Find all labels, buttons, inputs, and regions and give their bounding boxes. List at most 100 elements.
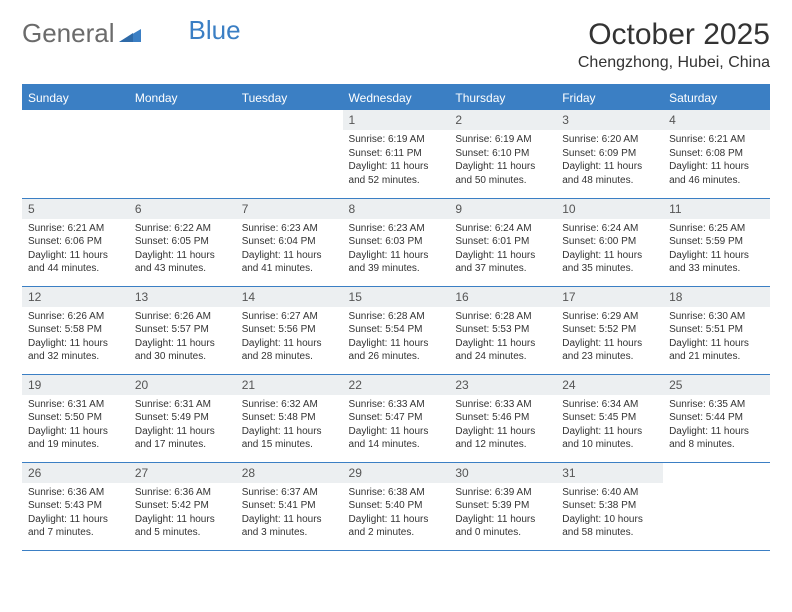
daylight-text: Daylight: 11 hours and 43 minutes.	[135, 249, 230, 276]
sunrise-text: Sunrise: 6:23 AM	[242, 222, 337, 236]
sunset-text: Sunset: 6:00 PM	[562, 235, 657, 249]
daylight-text: Daylight: 11 hours and 37 minutes.	[455, 249, 550, 276]
sunrise-text: Sunrise: 6:26 AM	[135, 310, 230, 324]
sunset-text: Sunset: 5:39 PM	[455, 499, 550, 513]
daylight-text: Daylight: 11 hours and 35 minutes.	[562, 249, 657, 276]
sunrise-text: Sunrise: 6:19 AM	[349, 133, 444, 147]
day-number: 25	[663, 375, 770, 395]
day-number: 3	[556, 110, 663, 130]
sunrise-text: Sunrise: 6:36 AM	[28, 486, 123, 500]
calendar-cell: 25Sunrise: 6:35 AMSunset: 5:44 PMDayligh…	[663, 374, 770, 462]
day-details: Sunrise: 6:23 AMSunset: 6:04 PMDaylight:…	[236, 219, 343, 281]
sunrise-text: Sunrise: 6:23 AM	[349, 222, 444, 236]
sunset-text: Sunset: 5:54 PM	[349, 323, 444, 337]
daylight-text: Daylight: 11 hours and 46 minutes.	[669, 160, 764, 187]
daylight-text: Daylight: 11 hours and 7 minutes.	[28, 513, 123, 540]
calendar-cell: 12Sunrise: 6:26 AMSunset: 5:58 PMDayligh…	[22, 286, 129, 374]
sunrise-text: Sunrise: 6:26 AM	[28, 310, 123, 324]
calendar-cell: 11Sunrise: 6:25 AMSunset: 5:59 PMDayligh…	[663, 198, 770, 286]
calendar-cell: 29Sunrise: 6:38 AMSunset: 5:40 PMDayligh…	[343, 462, 450, 550]
day-number: 21	[236, 375, 343, 395]
day-number: 12	[22, 287, 129, 307]
day-number: 2	[449, 110, 556, 130]
day-details: Sunrise: 6:32 AMSunset: 5:48 PMDaylight:…	[236, 395, 343, 457]
day-details: Sunrise: 6:38 AMSunset: 5:40 PMDaylight:…	[343, 483, 450, 545]
sunrise-text: Sunrise: 6:33 AM	[349, 398, 444, 412]
day-details: Sunrise: 6:25 AMSunset: 5:59 PMDaylight:…	[663, 219, 770, 281]
sunset-text: Sunset: 5:44 PM	[669, 411, 764, 425]
sunset-text: Sunset: 5:45 PM	[562, 411, 657, 425]
sunrise-text: Sunrise: 6:28 AM	[455, 310, 550, 324]
sunset-text: Sunset: 5:57 PM	[135, 323, 230, 337]
sunset-text: Sunset: 6:09 PM	[562, 147, 657, 161]
calendar-row: 19Sunrise: 6:31 AMSunset: 5:50 PMDayligh…	[22, 374, 770, 462]
day-number: 15	[343, 287, 450, 307]
sunrise-text: Sunrise: 6:21 AM	[669, 133, 764, 147]
daylight-text: Daylight: 11 hours and 30 minutes.	[135, 337, 230, 364]
sunrise-text: Sunrise: 6:27 AM	[242, 310, 337, 324]
sunset-text: Sunset: 5:42 PM	[135, 499, 230, 513]
day-header: Wednesday	[343, 85, 450, 110]
day-details: Sunrise: 6:31 AMSunset: 5:50 PMDaylight:…	[22, 395, 129, 457]
day-details: Sunrise: 6:30 AMSunset: 5:51 PMDaylight:…	[663, 307, 770, 369]
calendar-cell: 3Sunrise: 6:20 AMSunset: 6:09 PMDaylight…	[556, 110, 663, 198]
sunrise-text: Sunrise: 6:24 AM	[562, 222, 657, 236]
sunset-text: Sunset: 5:41 PM	[242, 499, 337, 513]
calendar-cell	[22, 110, 129, 198]
day-details: Sunrise: 6:19 AMSunset: 6:10 PMDaylight:…	[449, 130, 556, 192]
sunset-text: Sunset: 5:56 PM	[242, 323, 337, 337]
sunset-text: Sunset: 5:50 PM	[28, 411, 123, 425]
sunrise-text: Sunrise: 6:35 AM	[669, 398, 764, 412]
daylight-text: Daylight: 11 hours and 2 minutes.	[349, 513, 444, 540]
daylight-text: Daylight: 11 hours and 8 minutes.	[669, 425, 764, 452]
day-number: 18	[663, 287, 770, 307]
day-details: Sunrise: 6:21 AMSunset: 6:08 PMDaylight:…	[663, 130, 770, 192]
calendar-cell	[236, 110, 343, 198]
day-header: Thursday	[449, 85, 556, 110]
sunset-text: Sunset: 6:06 PM	[28, 235, 123, 249]
day-number: 23	[449, 375, 556, 395]
day-details: Sunrise: 6:29 AMSunset: 5:52 PMDaylight:…	[556, 307, 663, 369]
sunrise-text: Sunrise: 6:33 AM	[455, 398, 550, 412]
day-number: 4	[663, 110, 770, 130]
day-number: 16	[449, 287, 556, 307]
calendar-body: 1Sunrise: 6:19 AMSunset: 6:11 PMDaylight…	[22, 110, 770, 550]
day-number: 22	[343, 375, 450, 395]
daylight-text: Daylight: 11 hours and 23 minutes.	[562, 337, 657, 364]
day-details: Sunrise: 6:35 AMSunset: 5:44 PMDaylight:…	[663, 395, 770, 457]
title-block: October 2025 Chengzhong, Hubei, China	[578, 18, 770, 72]
calendar-cell: 9Sunrise: 6:24 AMSunset: 6:01 PMDaylight…	[449, 198, 556, 286]
day-details: Sunrise: 6:40 AMSunset: 5:38 PMDaylight:…	[556, 483, 663, 545]
sunrise-text: Sunrise: 6:29 AM	[562, 310, 657, 324]
day-details: Sunrise: 6:27 AMSunset: 5:56 PMDaylight:…	[236, 307, 343, 369]
calendar-cell: 26Sunrise: 6:36 AMSunset: 5:43 PMDayligh…	[22, 462, 129, 550]
day-number: 28	[236, 463, 343, 483]
calendar-cell: 15Sunrise: 6:28 AMSunset: 5:54 PMDayligh…	[343, 286, 450, 374]
sunrise-text: Sunrise: 6:21 AM	[28, 222, 123, 236]
day-details: Sunrise: 6:24 AMSunset: 6:01 PMDaylight:…	[449, 219, 556, 281]
calendar-cell: 22Sunrise: 6:33 AMSunset: 5:47 PMDayligh…	[343, 374, 450, 462]
day-number: 17	[556, 287, 663, 307]
header: General Blue October 2025 Chengzhong, Hu…	[22, 18, 770, 72]
sunset-text: Sunset: 6:05 PM	[135, 235, 230, 249]
calendar-row: 26Sunrise: 6:36 AMSunset: 5:43 PMDayligh…	[22, 462, 770, 550]
calendar-cell: 14Sunrise: 6:27 AMSunset: 5:56 PMDayligh…	[236, 286, 343, 374]
day-details: Sunrise: 6:36 AMSunset: 5:43 PMDaylight:…	[22, 483, 129, 545]
daylight-text: Daylight: 11 hours and 21 minutes.	[669, 337, 764, 364]
calendar-cell	[129, 110, 236, 198]
daylight-text: Daylight: 10 hours and 58 minutes.	[562, 513, 657, 540]
sunset-text: Sunset: 5:52 PM	[562, 323, 657, 337]
sunset-text: Sunset: 6:01 PM	[455, 235, 550, 249]
day-number: 1	[343, 110, 450, 130]
sunset-text: Sunset: 5:43 PM	[28, 499, 123, 513]
daylight-text: Daylight: 11 hours and 48 minutes.	[562, 160, 657, 187]
daylight-text: Daylight: 11 hours and 17 minutes.	[135, 425, 230, 452]
day-number: 14	[236, 287, 343, 307]
sunset-text: Sunset: 6:10 PM	[455, 147, 550, 161]
day-details: Sunrise: 6:26 AMSunset: 5:58 PMDaylight:…	[22, 307, 129, 369]
day-number: 11	[663, 199, 770, 219]
day-number: 9	[449, 199, 556, 219]
sunrise-text: Sunrise: 6:28 AM	[349, 310, 444, 324]
daylight-text: Daylight: 11 hours and 19 minutes.	[28, 425, 123, 452]
daylight-text: Daylight: 11 hours and 44 minutes.	[28, 249, 123, 276]
